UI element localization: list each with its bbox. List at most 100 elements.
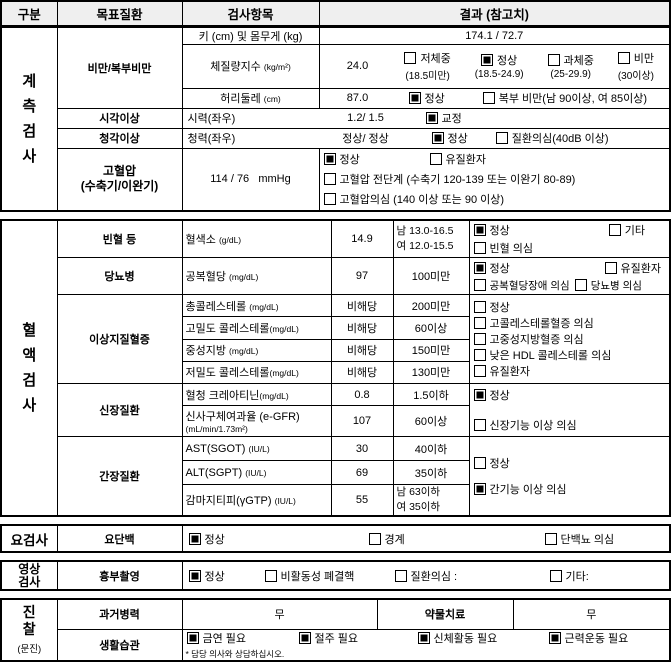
checkbox-lipid-patient[interactable] — [473, 365, 486, 377]
item-label: ALT(SGPT) — [185, 466, 243, 479]
target-hearing: 청각이상 — [56, 127, 183, 149]
checkbox-label: 공복혈당장애 의심 — [489, 279, 570, 292]
item-label: 총콜레스테롤 — [185, 300, 247, 313]
result-blood-pressure: 정상 유질환자 고혈압 전단계 (수축기 120-139 또는 이완기 80-8… — [318, 147, 671, 212]
checkbox-liver-abnormal-suspect[interactable] — [473, 483, 486, 495]
item-bmi-label: 체질량지수 — [210, 61, 261, 73]
checkbox-label: 질환의심(40dB 이상) — [511, 133, 609, 145]
result-chest-xray: 정상 비활동성 폐결핵 질환의심 : 기타: — [181, 560, 671, 591]
item-height-weight: 키 (cm) 및 몸무게 (kg) — [181, 25, 320, 45]
item-unit: (mg/dL) — [229, 272, 259, 282]
lifestyle-footnote: * 담당 의사와 상담하십시오. — [185, 648, 285, 659]
checkbox-kidney-abnormal-suspect[interactable] — [473, 419, 486, 431]
checkbox-diabetes-patient[interactable] — [604, 261, 617, 274]
bmi-range: (30이상) — [617, 71, 654, 82]
row-ast: 간장질환 AST(SGOT) (IU/L) 30 40이하 정상 간기능 이상 … — [1, 436, 671, 517]
checkbox-urine-normal[interactable] — [188, 532, 201, 545]
checkbox-label: 고혈압의심 (140 이상 또는 90 이상) — [339, 194, 505, 207]
ref-fasting-glucose: 100미만 — [392, 257, 470, 295]
checkbox-bmi-normal[interactable] — [481, 54, 494, 66]
checkbox-label: 경계 — [384, 533, 405, 546]
checkbox-lipid-normal[interactable] — [473, 301, 486, 313]
checkbox-anemia-suspect[interactable] — [473, 242, 486, 254]
checkbox-chest-normal[interactable] — [188, 569, 201, 582]
item-label: 고밀도 콜레스테롤 — [185, 322, 270, 335]
section-label-text: 계 측 검 사 — [22, 72, 37, 165]
item-label: 공복혈당 — [185, 271, 226, 283]
checkbox-label: 비활동성 폐결핵 — [280, 570, 355, 583]
checkbox-chest-other[interactable] — [549, 569, 562, 582]
checkbox-chest-disease-suspect[interactable] — [394, 569, 407, 582]
value-hemoglobin: 14.9 — [330, 219, 394, 258]
checkbox-low-hdl-suspect[interactable] — [473, 349, 486, 361]
checkbox-waist-abdominal-obesity[interactable] — [482, 92, 495, 104]
checkbox-bp-suspect[interactable] — [323, 193, 336, 206]
ref-total-cholesterol: 200미만 — [392, 293, 470, 318]
checkbox-ifg-suspect[interactable] — [473, 279, 486, 291]
checkbox-label: 유질환자 — [620, 262, 661, 275]
checkbox-label: 신장기능 이상 의심 — [489, 420, 577, 432]
checkbox-quit-smoking[interactable] — [186, 631, 199, 644]
section-label-imaging: 영상 검사 — [0, 560, 58, 591]
checkbox-diabetes-suspect[interactable] — [574, 279, 587, 291]
section-sublabel: (문진) — [17, 644, 42, 656]
target-blood-pressure: 고혈압 (수축기/이완기) — [56, 147, 183, 212]
bmi-option: 정상 (18.5-24.9) — [475, 52, 524, 80]
checkbox-bp-prehypertension[interactable] — [323, 173, 336, 186]
checkbox-urine-borderline[interactable] — [368, 532, 381, 545]
ref-hdl-cholesterol: 60이상 — [392, 316, 470, 340]
value-egfr: 107 — [330, 405, 394, 437]
checkbox-anemia-other[interactable] — [608, 224, 621, 236]
bmi-range: (25-29.9) — [550, 69, 591, 80]
target-vision: 시각이상 — [56, 107, 183, 129]
checkbox-waist-normal[interactable] — [408, 92, 421, 104]
checkbox-liver-normal[interactable] — [473, 457, 486, 469]
checkbox-chest-inactive-tb[interactable] — [264, 569, 277, 582]
ref-egfr: 60이상 — [392, 405, 470, 437]
checkbox-muscle-exercise[interactable] — [548, 631, 561, 644]
checkbox-proteinuria-suspect[interactable] — [544, 532, 557, 545]
bmi-range: (18.5-24.9) — [474, 69, 524, 80]
row-egfr: 신사구체여과율 (e-GFR) (mL/min/1.73m²) 107 60이상 — [1, 405, 670, 437]
checkbox-label: 절주 필요 — [314, 632, 359, 645]
checkbox-hearing-normal[interactable] — [431, 132, 444, 144]
header-test-item: 검사항목 — [181, 0, 320, 28]
target-dyslipidemia: 이상지질혈증 — [56, 294, 183, 384]
checkbox-label: 유질환자 — [445, 154, 486, 167]
checkbox-label: 정상 — [489, 458, 510, 470]
table-header-row: 구분 목표질환 검사항목 결과 (참고치) — [0, 0, 671, 28]
checkbox-bmi-underweight[interactable] — [404, 52, 417, 64]
label-medical-history: 과거병력 — [56, 598, 183, 630]
row-hearing: 청각이상 청력(좌우) 정상/ 정상 정상 질환의심(40dB 이상) — [1, 127, 671, 149]
row-ggtp: 감마지티피(γGTP) (IU/L) 55 남 63이하 여 35이하 — [1, 484, 670, 517]
bmi-range: (18.5미만) — [405, 71, 450, 82]
checkbox-bp-patient[interactable] — [429, 153, 442, 166]
row-chest-xray: 영상 검사 흉부촬영 정상 비활동성 폐결핵 질환의심 : 기타: — [0, 560, 671, 591]
checkbox-hypercholesterolemia-suspect[interactable] — [473, 317, 486, 329]
checkbox-hearing-suspect[interactable] — [495, 132, 508, 144]
checkbox-physical-activity[interactable] — [417, 631, 430, 644]
section-label-measurement: 계 측 검 사 — [0, 25, 58, 212]
row-total-cholesterol: 이상지질혈증 총콜레스테롤 (mg/dL) 비해당 200미만 정상 고콜레스테… — [1, 293, 671, 384]
checkbox-hypertriglyceridemia-suspect[interactable] — [473, 333, 486, 345]
checkbox-label: 정상 — [339, 154, 360, 167]
imaging-test-table: 영상 검사 흉부촬영 정상 비활동성 폐결핵 질환의심 : 기타: — [0, 560, 671, 591]
checkbox-anemia-normal[interactable] — [473, 224, 486, 236]
checkbox-bmi-obese[interactable] — [617, 52, 630, 64]
item-alt: ALT(SGPT) (IU/L) — [181, 460, 332, 485]
checkbox-label: 금연 필요 — [202, 632, 247, 645]
ref-text: 남 63이하 여 35이하 — [396, 486, 441, 513]
ref-ggtp: 남 63이하 여 35이하 — [392, 484, 470, 517]
item-label: 신사구체여과율 (e-GFR) — [185, 411, 300, 423]
bmi-option: 비만 (30이상) — [617, 50, 654, 82]
checkbox-vision-corrected[interactable] — [425, 112, 438, 124]
checkbox-label: 고중성지방혈증 의심 — [489, 334, 584, 346]
result-vision: 시력(좌우) 1.2/ 1.5 교정 — [181, 107, 671, 129]
value-blood-pressure: 114 / 76 — [210, 173, 250, 186]
item-bmi-unit: (kg/m²) — [263, 62, 291, 72]
checkbox-reduce-alcohol[interactable] — [298, 631, 311, 644]
checkbox-kidney-normal[interactable] — [473, 389, 486, 401]
checkbox-bmi-overweight[interactable] — [547, 54, 560, 66]
checkbox-bp-normal[interactable] — [323, 153, 336, 166]
checkbox-diabetes-normal[interactable] — [473, 261, 486, 274]
